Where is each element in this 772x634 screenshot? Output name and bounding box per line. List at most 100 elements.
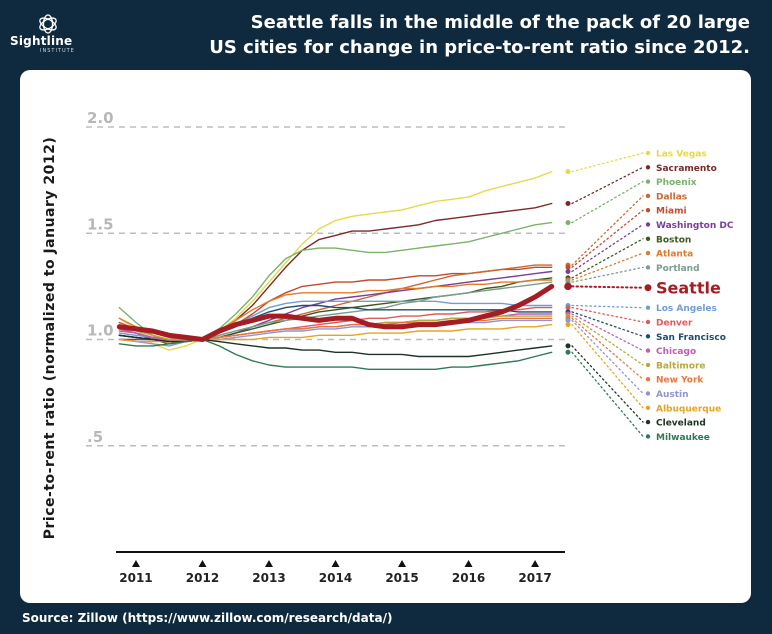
x-tick-label: 2012	[186, 571, 219, 585]
x-tick-marker	[131, 560, 140, 567]
legend-leader	[571, 223, 644, 273]
series-line-seattle	[116, 283, 555, 342]
end-marker	[565, 220, 571, 226]
legend-label: Seattle	[656, 279, 721, 298]
grid-lines	[86, 126, 565, 447]
end-marker	[565, 264, 571, 270]
legend-dot	[645, 334, 651, 339]
series-lines	[116, 170, 555, 370]
legend-leader	[571, 317, 644, 380]
y-tick-label: .5	[87, 428, 103, 446]
legend-dot	[645, 193, 651, 199]
legend-label: Chicago	[656, 347, 696, 357]
legend-dot	[645, 305, 651, 310]
end-marker	[565, 169, 571, 175]
legend-label: Los Angeles	[656, 304, 717, 314]
legend-leader	[571, 313, 644, 352]
x-tick-marker	[264, 560, 273, 567]
legend-dot	[645, 222, 651, 227]
y-tick-label: 1.5	[87, 215, 114, 233]
legend-leader	[571, 238, 644, 279]
legend-leader	[571, 306, 644, 323]
legend-dot	[645, 319, 651, 325]
y-axis-label: Price-to-rent ratio (normalized to Janua…	[42, 137, 58, 540]
legend-dot	[645, 165, 651, 170]
x-tick-label: 2013	[252, 571, 285, 585]
x-tick-label: 2015	[385, 571, 418, 585]
end-marker	[564, 282, 572, 291]
legend-leader	[571, 166, 644, 205]
legend-leader	[571, 345, 644, 423]
logo-mark-icon	[39, 14, 57, 34]
legend-dot	[645, 434, 651, 439]
legend-label: Austin	[656, 390, 689, 400]
logo-subtext: INSTITUTE	[40, 48, 75, 54]
end-marker	[565, 343, 571, 349]
legend-label: Milwaukee	[656, 433, 710, 443]
legend-label: Atlanta	[656, 250, 693, 260]
legend-label: Las Vegas	[656, 150, 707, 160]
series-line-phoenix	[118, 221, 553, 345]
legend-dot	[645, 208, 651, 213]
title-line-2: US cities for change in price-to-rent ra…	[209, 37, 750, 58]
legend-dot	[645, 348, 651, 353]
legend-label: Albuquerque	[656, 404, 721, 414]
logo-text: Sightline	[10, 34, 73, 48]
x-tick-label: 2017	[518, 571, 551, 585]
x-tick-marker	[531, 560, 540, 567]
series-line-milwaukee	[118, 338, 553, 370]
legend-dot	[645, 236, 651, 241]
legend-label: San Francisco	[656, 333, 726, 343]
end-marker	[565, 305, 571, 311]
x-tick-marker	[331, 560, 340, 567]
series-line-las-vegas	[118, 170, 553, 351]
legend-leader	[571, 266, 644, 283]
legend-label: Phoenix	[656, 178, 697, 188]
sightline-logo	[14, 8, 84, 60]
legend-leader	[571, 152, 644, 173]
legend-leader	[571, 252, 644, 281]
end-marker	[565, 349, 571, 355]
legend-label: Dallas	[656, 192, 687, 202]
legend-label: Denver	[656, 319, 693, 329]
legend-dot	[645, 377, 651, 382]
legend-leader	[571, 285, 644, 289]
legend-dot	[645, 419, 651, 425]
legend-leader	[571, 195, 644, 266]
legend-label: Baltimore	[656, 361, 706, 371]
chart-title: Seattle falls in the middle of the pack …	[190, 10, 750, 60]
legend-leader	[571, 180, 644, 224]
y-tick-label: 2.0	[87, 109, 114, 127]
legend-leader	[571, 323, 644, 409]
legend-leader	[571, 209, 644, 268]
legend-label: New York	[656, 376, 704, 386]
series-line-atlanta	[118, 279, 553, 343]
legend-label: Washington DC	[656, 221, 734, 231]
x-tick-label: 2011	[119, 571, 152, 585]
x-tick-label: 2014	[319, 571, 352, 585]
legend-label: Sacramento	[656, 164, 717, 174]
x-tick-label: 2016	[452, 571, 485, 585]
legend-dot	[645, 179, 651, 184]
legend-dot	[645, 265, 651, 270]
legend-dot	[645, 391, 651, 396]
source-note: Source: Zillow (https://www.zillow.com/r…	[22, 611, 393, 625]
y-tick-label: 1.0	[87, 322, 114, 340]
legend-leader	[571, 351, 644, 438]
y-axis-ticks: .5 1.0 1.5 2.0	[87, 109, 114, 446]
legend-label: Boston	[656, 235, 691, 245]
end-marker	[565, 322, 571, 328]
end-marker	[565, 269, 571, 274]
legend-dot	[645, 250, 651, 256]
legend-dot	[645, 362, 651, 368]
legend-dot	[645, 150, 651, 156]
legend-label: Miami	[656, 207, 687, 217]
end-marker	[565, 201, 571, 206]
x-tick-marker	[198, 560, 207, 567]
legend-leader	[571, 315, 644, 366]
legend: Las Vegas Sacramento Phoenix Dallas Miami Was…	[564, 150, 734, 443]
legend-leader	[571, 304, 644, 309]
end-marker	[565, 317, 571, 323]
x-tick-marker	[398, 560, 407, 567]
